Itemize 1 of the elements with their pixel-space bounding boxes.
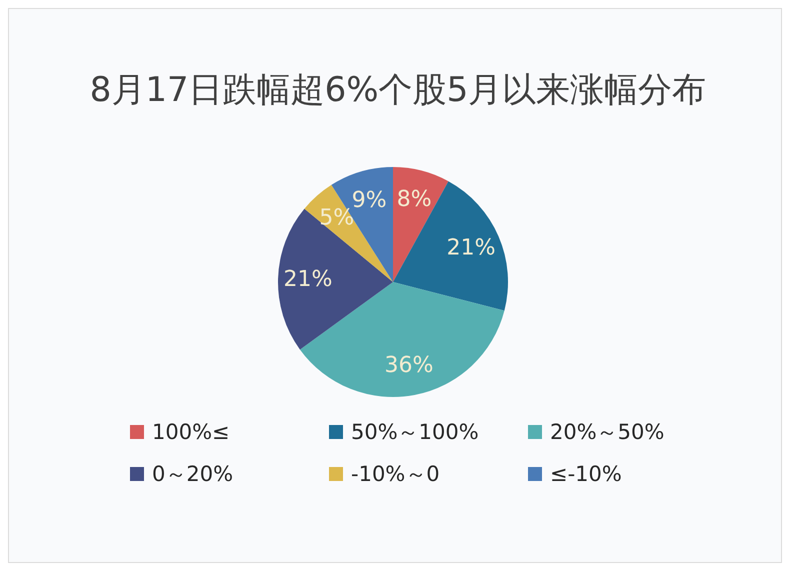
title: 8月17日跌幅超6%个股5月以来涨幅分布 [90, 70, 706, 110]
